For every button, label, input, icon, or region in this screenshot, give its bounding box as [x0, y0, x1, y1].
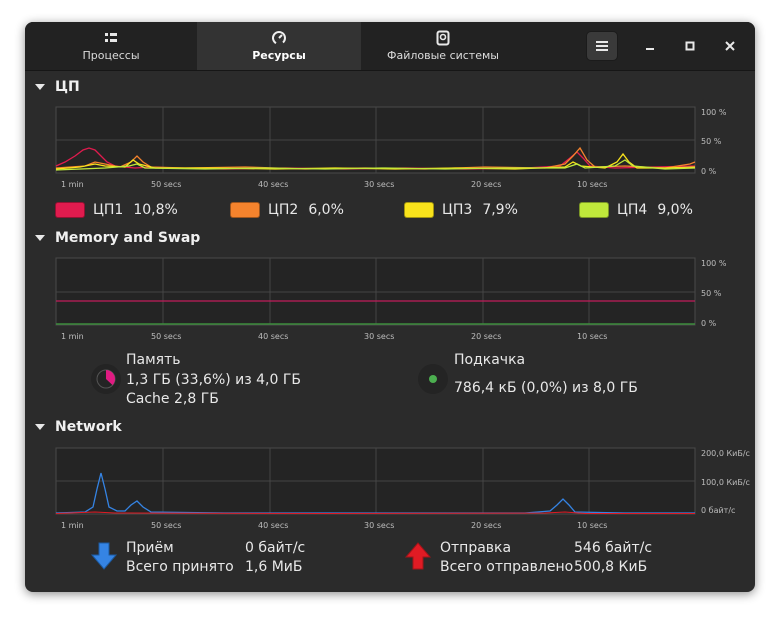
cpu-y-label: 100 %	[701, 108, 727, 117]
memory-time-label: 50 secs	[151, 332, 181, 341]
cpu-time-label: 1 min	[61, 180, 84, 189]
memory-time-label: 10 secs	[577, 332, 607, 341]
network-y-label: 200,0 КиБ/с	[701, 449, 750, 458]
cpu-time-label: 30 secs	[364, 180, 394, 189]
tab-processes-label: Процессы	[82, 49, 140, 62]
network-time-label: 40 secs	[258, 521, 288, 530]
receive-label: Приём	[126, 540, 174, 556]
send-rate: 546 байт/с	[574, 540, 653, 556]
cpu-graph: 1 min 50 secs 40 secs 30 secs 20 secs 10…	[55, 106, 727, 189]
network-time-label: 1 min	[61, 521, 84, 530]
memory-time-label: 1 min	[61, 332, 84, 341]
cpu4-legend: ЦП4 9,0%	[579, 202, 693, 218]
cpu4-label: ЦП4	[617, 202, 648, 218]
cpu1-label: ЦП1	[93, 202, 124, 218]
close-button[interactable]	[718, 34, 742, 58]
hamburger-icon	[596, 41, 608, 51]
cpu2-label: ЦП2	[268, 202, 299, 218]
network-section-toggle[interactable]: Network	[35, 419, 122, 435]
tab-resources[interactable]: Ресурсы	[197, 22, 361, 70]
cpu-section-toggle[interactable]: ЦП	[35, 79, 80, 95]
ram-cache: Cache 2,8 ГБ	[126, 391, 219, 407]
cpu1-color-button[interactable]	[55, 202, 85, 218]
cpu3-label: ЦП3	[442, 202, 473, 218]
cpu-y-label: 0 %	[701, 167, 717, 176]
network-graph: 1 min 50 secs 40 secs 30 secs 20 secs 10…	[55, 447, 750, 530]
maximize-button[interactable]	[678, 34, 702, 58]
memory-section-title: Memory and Swap	[55, 230, 201, 246]
network-time-label: 20 secs	[471, 521, 501, 530]
tab-processes[interactable]: Процессы	[25, 22, 197, 70]
cpu1-legend: ЦП1 10,8%	[55, 202, 178, 218]
cpu-section-title: ЦП	[55, 79, 80, 95]
expander-arrow-icon	[35, 424, 45, 430]
cpu-time-label: 20 secs	[471, 180, 501, 189]
network-y-label: 0 байт/с	[701, 506, 735, 515]
tab-resources-label: Ресурсы	[252, 49, 306, 62]
total-sent-value: 500,8 КиБ	[574, 559, 648, 575]
ram-label: Память	[126, 352, 181, 368]
cpu4-value: 9,0%	[657, 202, 693, 218]
cpu2-legend: ЦП2 6,0%	[230, 202, 344, 218]
processes-icon	[104, 30, 118, 46]
memory-y-label: 0 %	[701, 319, 717, 328]
memory-y-label: 50 %	[701, 289, 722, 298]
network-time-label: 50 secs	[151, 521, 181, 530]
swap-label: Подкачка	[454, 352, 526, 368]
disk-icon	[436, 30, 450, 46]
memory-time-label: 30 secs	[364, 332, 394, 341]
ram-usage-pie-icon[interactable]	[91, 364, 121, 394]
memory-time-label: 20 secs	[471, 332, 501, 341]
send-arrow-icon[interactable]	[404, 542, 432, 570]
expander-arrow-icon	[35, 84, 45, 90]
memory-time-label: 40 secs	[258, 332, 288, 341]
network-time-label: 10 secs	[577, 521, 607, 530]
cpu3-value: 7,9%	[482, 202, 518, 218]
receive-arrow-icon[interactable]	[90, 542, 118, 570]
send-label: Отправка	[440, 540, 512, 556]
cpu-time-label: 40 secs	[258, 180, 288, 189]
cpu-y-label: 50 %	[701, 137, 722, 146]
cpu-time-label: 10 secs	[577, 180, 607, 189]
receive-rate: 0 байт/с	[245, 540, 306, 556]
cpu3-legend: ЦП3 7,9%	[404, 202, 518, 218]
cpu3-color-button[interactable]	[404, 202, 434, 218]
maximize-icon	[685, 41, 695, 51]
swap-value: 786,4 кБ (0,0%) из 8,0 ГБ	[454, 380, 638, 396]
minimize-button[interactable]	[638, 34, 662, 58]
memory-graph: 1 min 50 secs 40 secs 30 secs 20 secs 10…	[55, 257, 727, 341]
expander-arrow-icon	[35, 235, 45, 241]
total-received-value: 1,6 МиБ	[245, 559, 303, 575]
swap-usage-pie-icon[interactable]	[418, 364, 448, 394]
gauge-icon	[271, 30, 287, 46]
network-section-title: Network	[55, 419, 122, 435]
cpu-time-label: 50 secs	[151, 180, 181, 189]
cpu2-value: 6,0%	[308, 202, 344, 218]
ram-value: 1,3 ГБ (33,6%) из 4,0 ГБ	[126, 372, 302, 388]
cpu2-color-button[interactable]	[230, 202, 260, 218]
tab-file-systems-label: Файловые системы	[387, 49, 499, 62]
memory-section-toggle[interactable]: Memory and Swap	[35, 230, 200, 246]
cpu1-value: 10,8%	[133, 202, 178, 218]
tab-file-systems[interactable]: Файловые системы	[361, 22, 525, 70]
minimize-icon	[646, 48, 654, 50]
close-icon	[725, 41, 735, 51]
memory-y-label: 100 %	[701, 259, 727, 268]
network-y-label: 100,0 КиБ/с	[701, 478, 750, 487]
main-menu-button[interactable]	[586, 31, 618, 61]
network-time-label: 30 secs	[364, 521, 394, 530]
system-monitor-window: Процессы Ресурсы Файловые системы	[25, 22, 755, 592]
cpu4-color-button[interactable]	[579, 202, 609, 218]
total-received-label: Всего принято	[126, 559, 234, 575]
header-bar: Процессы Ресурсы Файловые системы	[25, 22, 755, 71]
total-sent-label: Всего отправлено	[440, 559, 574, 575]
